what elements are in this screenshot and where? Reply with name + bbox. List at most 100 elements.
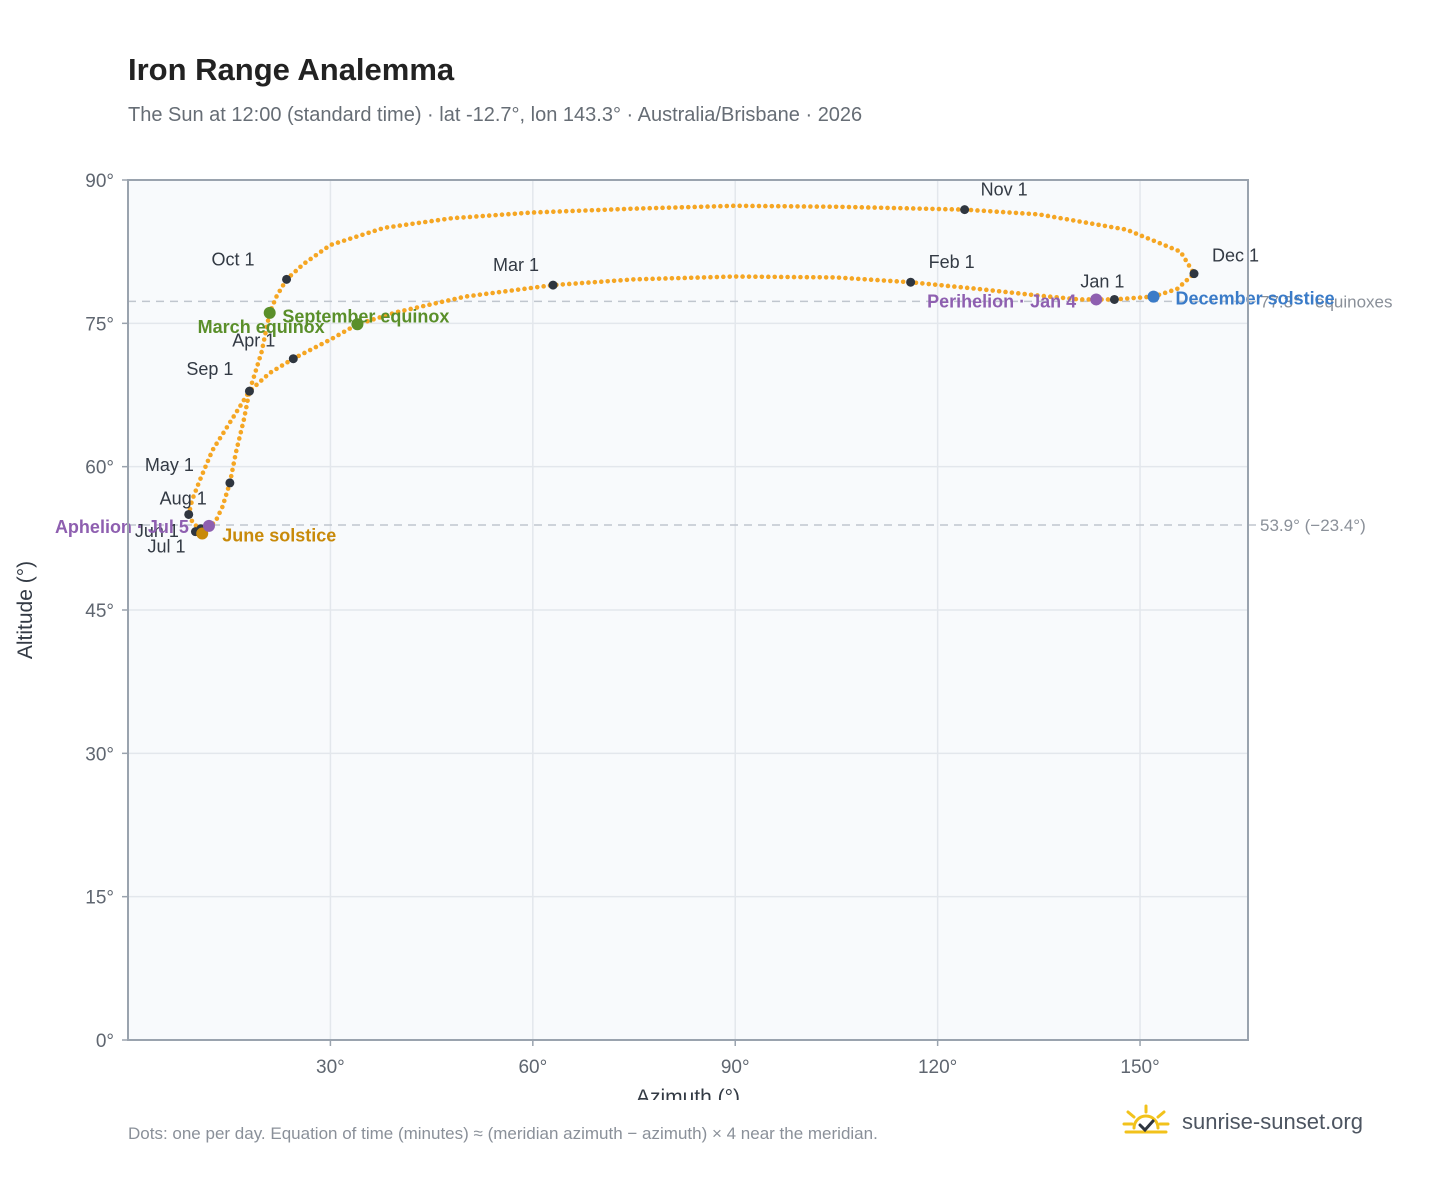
daily-dot (242, 411, 248, 416)
daily-dot (429, 218, 434, 224)
daily-dot (471, 293, 476, 298)
x-tick-label: 150° (1120, 1057, 1159, 1078)
daily-dot (534, 284, 540, 290)
daily-dot (1028, 292, 1034, 298)
daily-dot (1157, 240, 1163, 246)
daily-dot (251, 374, 257, 379)
daily-dot (302, 350, 307, 356)
daily-dot (195, 482, 201, 487)
daily-dot (932, 282, 938, 287)
daily-dot (778, 274, 784, 280)
daily-dot (611, 278, 617, 284)
daily-dot (259, 349, 264, 355)
daily-dot (705, 204, 710, 209)
daily-dot (949, 207, 955, 212)
daily-dot (189, 500, 194, 506)
daily-dot (493, 212, 498, 218)
daily-dot (692, 204, 697, 210)
daily-dot (1186, 263, 1192, 268)
daily-dot (1184, 277, 1190, 283)
y-tick-label: 0° (96, 1031, 114, 1052)
event-marker-dot (202, 519, 215, 532)
daily-dot (1054, 295, 1059, 300)
daily-dot (994, 209, 1000, 214)
daily-dot (756, 203, 762, 209)
daily-dot (538, 209, 543, 215)
event-label: September equinox (282, 306, 449, 326)
daily-dot (1108, 224, 1114, 230)
daily-dot (743, 203, 749, 209)
daily-dot (499, 212, 505, 217)
daily-dot (410, 221, 415, 227)
daily-dot (433, 300, 439, 306)
daily-dot (656, 276, 662, 281)
month-marker-label: Jul 1 (147, 537, 185, 557)
reference-line-label: 53.9° (−23.4°) (1260, 516, 1366, 535)
event-marker-dot (263, 306, 276, 319)
daily-dot (708, 274, 713, 280)
daily-dot (563, 208, 569, 214)
daily-dot (615, 206, 620, 212)
daily-dot (293, 268, 298, 274)
daily-dot (669, 276, 675, 281)
daily-dot (971, 286, 976, 291)
daily-dot (420, 303, 426, 309)
daily-dot (318, 249, 324, 254)
daily-dot (1139, 233, 1145, 239)
daily-dot (496, 289, 502, 295)
daily-dot (223, 492, 229, 498)
daily-dot (1070, 218, 1076, 223)
daily-dot (324, 338, 330, 344)
daily-dot (643, 276, 649, 282)
daily-dot (598, 279, 604, 284)
daily-dot (264, 324, 270, 330)
daily-dot (1086, 297, 1091, 302)
daily-dot (391, 224, 396, 229)
daily-dot (727, 274, 733, 279)
daily-dot (210, 446, 216, 452)
daily-dot (566, 281, 572, 287)
daily-dot (647, 205, 653, 211)
daily-dot (996, 288, 1002, 294)
daily-dot (746, 274, 752, 279)
y-tick-label: 15° (85, 888, 114, 909)
daily-dot (573, 281, 578, 286)
event-label: December solstice (1176, 289, 1335, 309)
daily-dot (673, 205, 678, 210)
daily-dot (227, 419, 233, 425)
daily-dot (544, 209, 550, 215)
event-marker-dot (351, 318, 364, 331)
daily-dot (814, 204, 820, 209)
daily-dot (330, 335, 336, 341)
daily-dot (461, 215, 466, 220)
daily-dot (486, 213, 492, 218)
daily-dot (371, 317, 376, 322)
daily-dot (769, 203, 775, 209)
daily-dot (682, 275, 688, 281)
daily-dot (280, 283, 286, 288)
daily-dot (464, 294, 470, 299)
daily-dot (759, 274, 765, 280)
daily-dot (336, 332, 341, 338)
daily-dot (570, 208, 575, 214)
daily-dot (1102, 223, 1108, 229)
daily-dot (365, 318, 370, 324)
daily-dot (1058, 215, 1063, 221)
daily-dot (1175, 286, 1180, 292)
daily-dot (448, 216, 454, 221)
daily-dot (1179, 282, 1185, 287)
daily-dot (232, 454, 238, 460)
daily-dot (231, 414, 236, 419)
daily-dot (920, 281, 925, 286)
daily-dot (260, 343, 266, 349)
daily-dot (766, 274, 771, 280)
daily-dot (885, 205, 890, 211)
daily-dot (785, 274, 790, 280)
month-marker-label: Feb 1 (929, 252, 975, 272)
daily-dot (518, 211, 524, 216)
daily-dot (458, 295, 464, 300)
brand[interactable]: sunrise-sunset.org (1120, 1102, 1363, 1142)
daily-dot (1064, 216, 1070, 222)
daily-dot (225, 486, 231, 491)
daily-dot (255, 362, 261, 367)
